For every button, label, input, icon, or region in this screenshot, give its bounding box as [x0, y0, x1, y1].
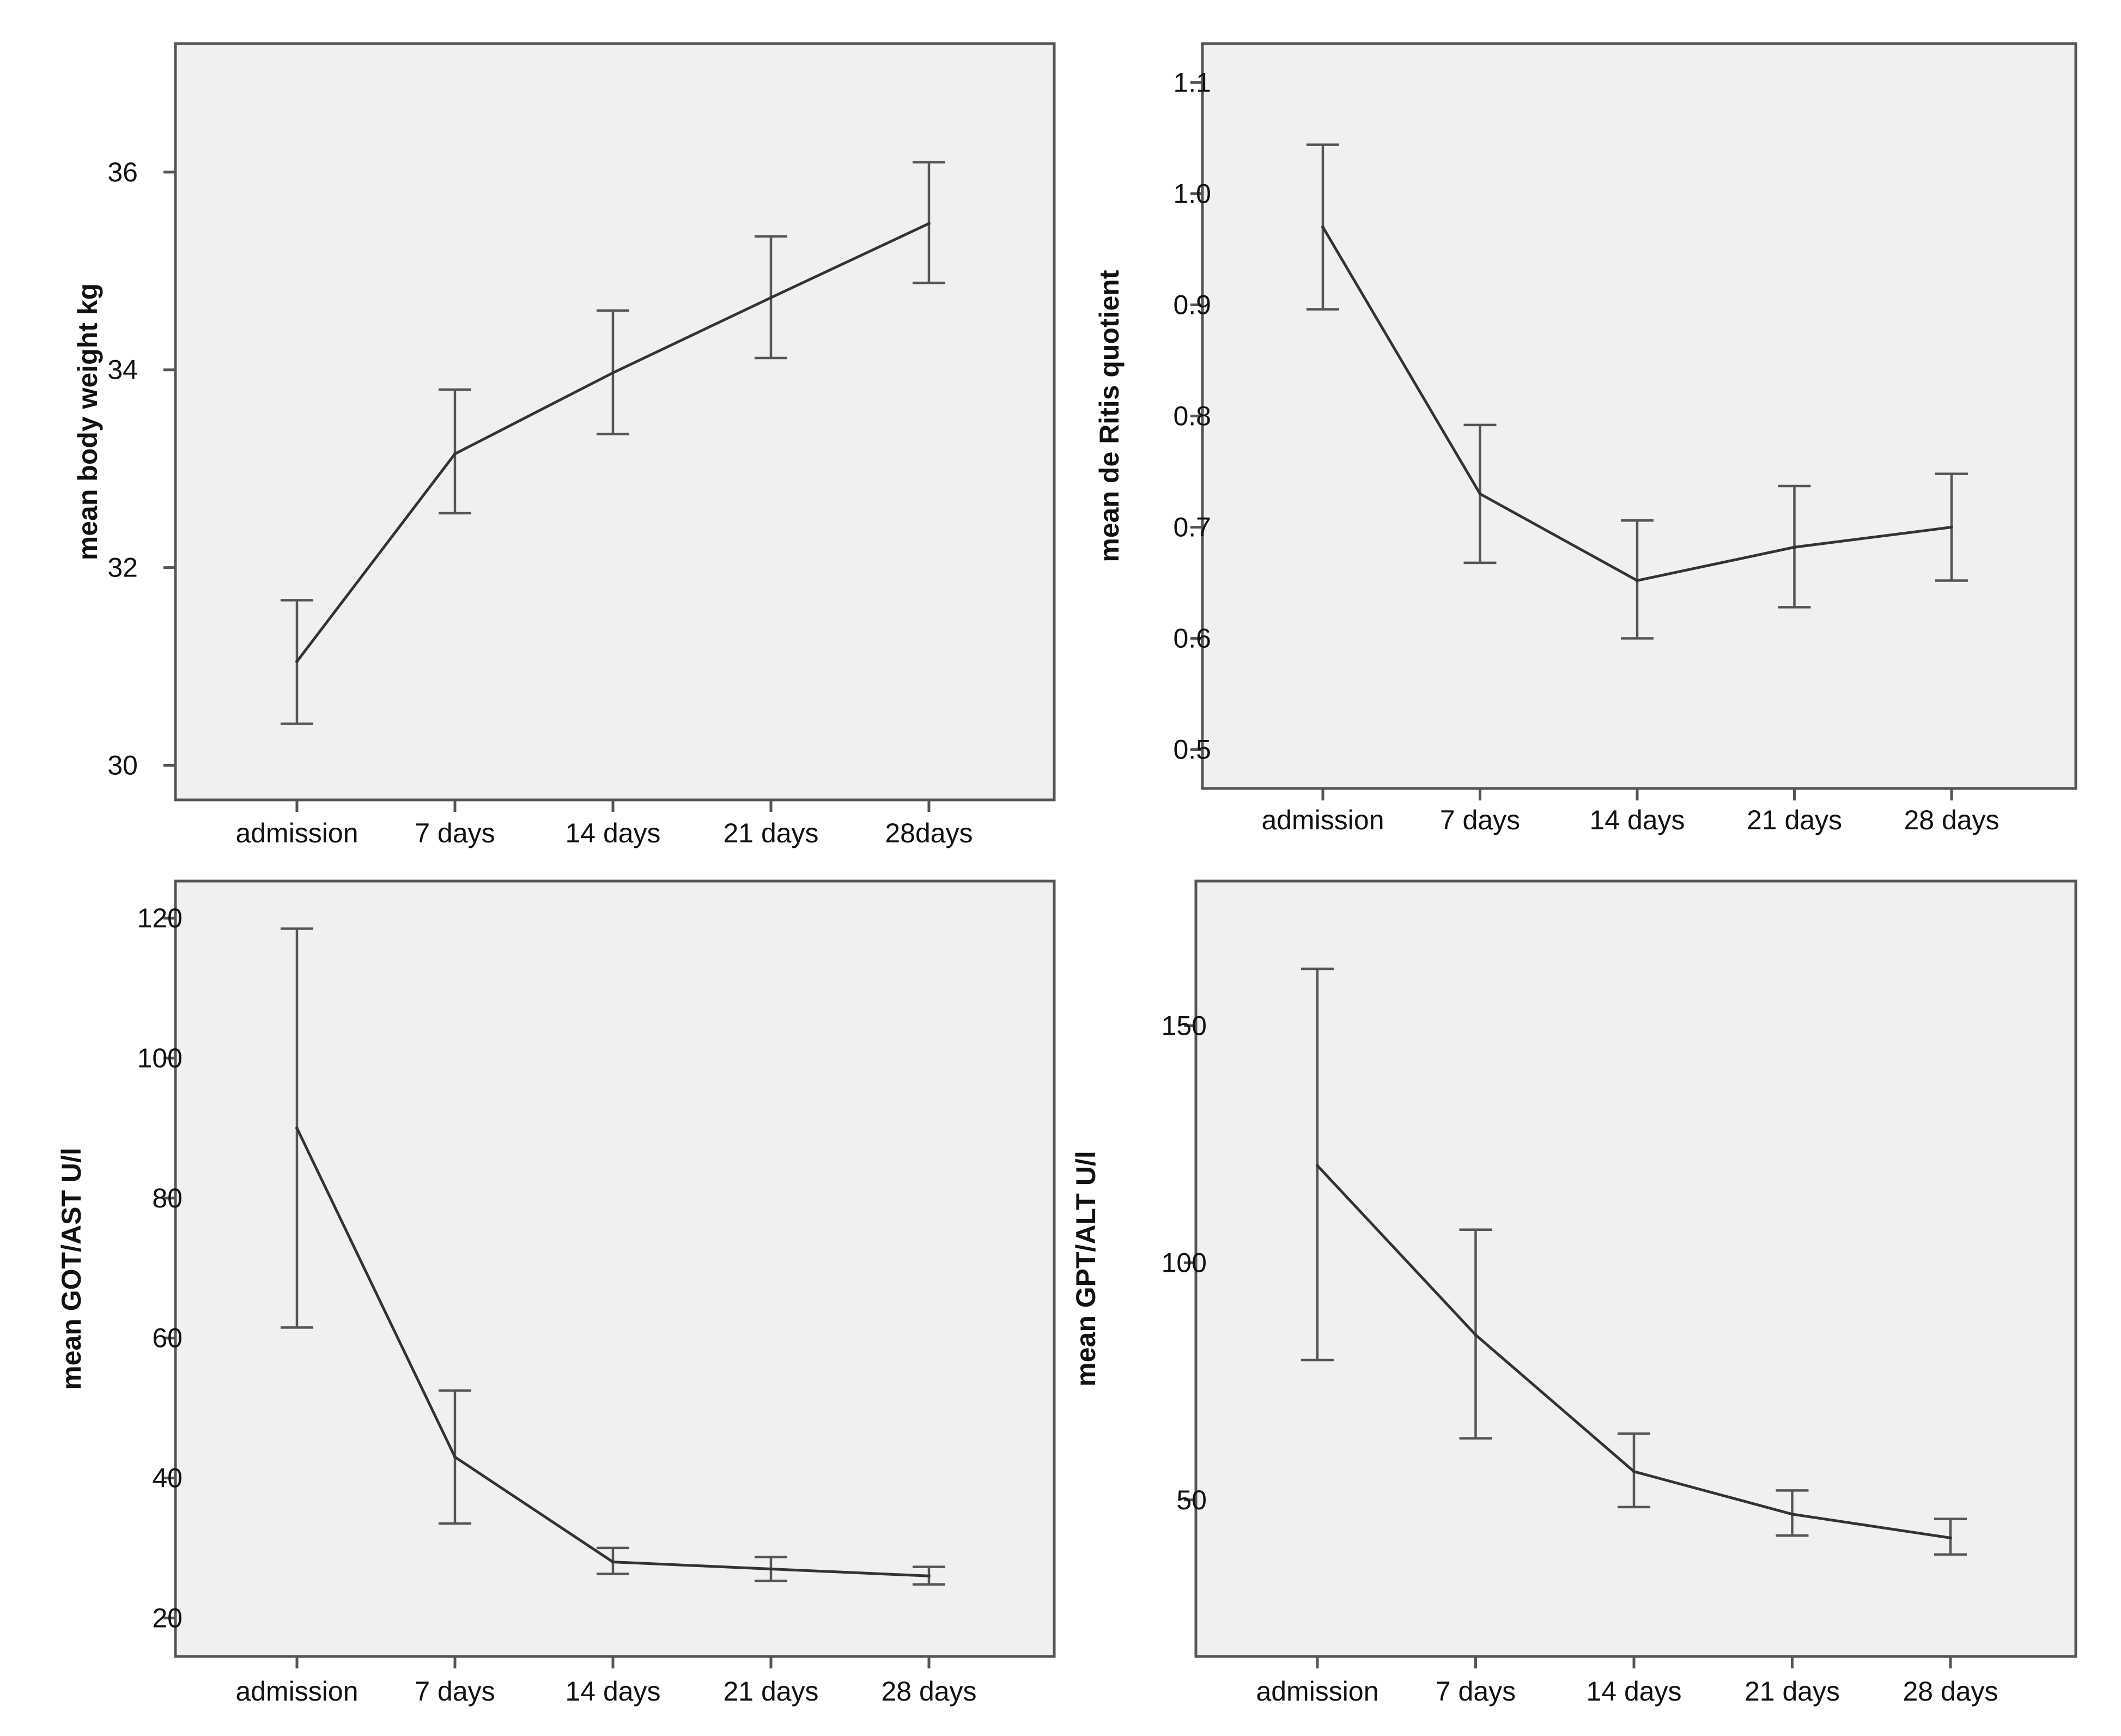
data-point [1632, 1470, 1636, 1473]
data-point [1950, 525, 1953, 529]
y-tick-label: 100 [1162, 1248, 1207, 1278]
data-point [611, 1560, 615, 1564]
data-point [611, 371, 615, 375]
y-tick-label: 0.6 [1173, 623, 1211, 654]
data-point [295, 659, 299, 663]
y-tick-label: 100 [137, 1043, 183, 1073]
y-tick-label: 40 [152, 1463, 183, 1494]
y-tick-label: 0.9 [1173, 289, 1211, 320]
x-tick-label: 7 days [415, 818, 495, 848]
x-tick-label: 7 days [1436, 1676, 1516, 1707]
chart-panel-2: 0.5 0.6 0.7 0.8 0.9 1.0 1.1 mean de Ritis quoti… [1094, 42, 2077, 835]
y-tick-label: 60 [152, 1323, 183, 1353]
data-point [1316, 1164, 1319, 1168]
x-tick-label: 21 days [1747, 805, 1842, 835]
data-point [1321, 225, 1324, 229]
x-tick-label: 28 days [1904, 805, 1999, 835]
data-point [769, 1567, 773, 1571]
data-point [927, 1574, 931, 1578]
y-tick-label: 0.8 [1173, 401, 1211, 432]
y-axis-title: mean body weight kg [72, 283, 103, 560]
y-tick-label: 0.5 [1173, 735, 1211, 765]
y-tick-label: 0.7 [1173, 512, 1211, 543]
x-tick-label: admission [1261, 805, 1384, 835]
data-point [453, 452, 457, 456]
x-tick-label: 7 days [415, 1676, 495, 1707]
y-tick-label: 20 [152, 1603, 183, 1633]
data-point [453, 1455, 457, 1459]
x-tick-label: 14 days [1589, 805, 1685, 835]
y-tick-label: 50 [1176, 1485, 1207, 1515]
data-point [927, 222, 931, 226]
plot-area [174, 879, 1056, 1658]
data-point [295, 1126, 299, 1130]
y-tick-label: 1.0 [1173, 178, 1211, 209]
x-tick-label: 14 days [565, 1676, 660, 1707]
plot-area [1201, 42, 2077, 790]
y-tick-label: 1.1 [1173, 67, 1211, 98]
data-point [769, 296, 773, 300]
y-tick-label: 150 [1162, 1010, 1207, 1041]
x-tick-label: 21 days [723, 1676, 818, 1707]
y-tick-label: 32 [107, 553, 138, 583]
data-point [1949, 1536, 1952, 1540]
x-tick-label: admission [235, 818, 358, 848]
x-tick-label: 28 days [881, 1676, 976, 1707]
y-tick-label: 30 [107, 750, 138, 780]
data-point [1636, 579, 1639, 582]
y-axis-title: mean de Ritis quotient [1094, 270, 1125, 562]
x-tick-label: admission [235, 1676, 358, 1707]
chart-panel-1: 30 32 34 36 mean body weight kg admission 7 da… [72, 42, 1056, 848]
x-tick-label: 28days [885, 818, 973, 848]
x-tick-label: 14 days [1586, 1676, 1681, 1707]
x-tick-label: 21 days [723, 818, 818, 848]
x-tick-label: 28 days [1903, 1676, 1998, 1707]
data-point [1474, 1333, 1478, 1337]
y-axis-title: mean GPT/ALT U/l [1071, 1151, 1101, 1386]
plot-area [174, 42, 1056, 802]
chart-panel-4: 50 100 150 mean GPT/ALT U/l admission 7 days 1… [1071, 879, 2077, 1707]
x-tick-label: admission [1256, 1676, 1378, 1707]
y-tick-label: 36 [107, 157, 138, 187]
x-tick-label: 14 days [565, 818, 660, 848]
y-tick-label: 120 [137, 903, 183, 933]
y-axis-title: mean GOT/AST U/l [56, 1148, 87, 1390]
chart-panel-3: 20 40 60 80 100 120 mean GOT/AST U/l admission 7… [56, 879, 1056, 1707]
error-bar [439, 388, 471, 515]
y-tick-label: 34 [107, 355, 138, 385]
x-tick-label: 7 days [1440, 805, 1520, 835]
x-tick-label: 21 days [1745, 1676, 1840, 1707]
data-point [1478, 492, 1482, 496]
data-point [1790, 1512, 1794, 1516]
data-point [1792, 545, 1796, 549]
plot-area [1194, 879, 2077, 1658]
y-tick-label: 80 [152, 1183, 183, 1213]
